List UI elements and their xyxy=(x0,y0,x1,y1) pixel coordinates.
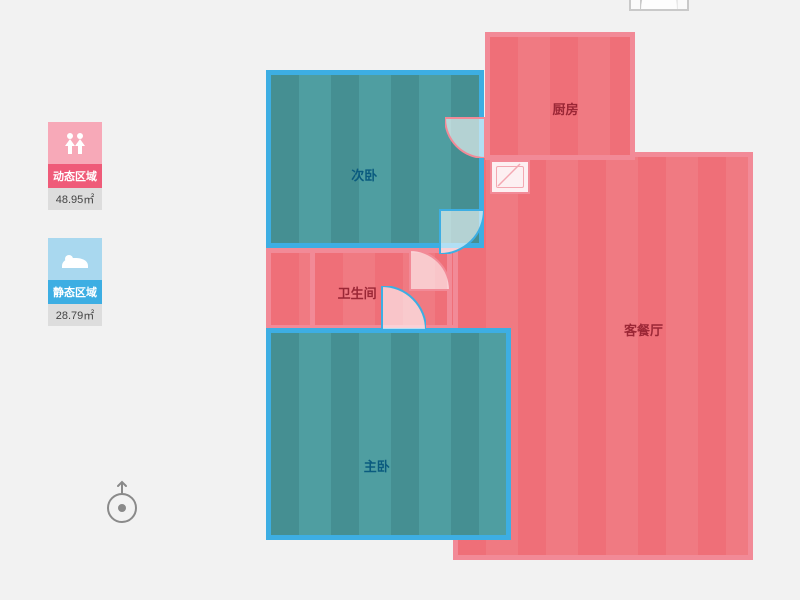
sleep-icon xyxy=(48,238,102,280)
room-label-kitchen: 厨房 xyxy=(553,99,579,118)
room-label-master_bed: 主卧 xyxy=(364,456,390,475)
legend-static-label: 静态区域 xyxy=(48,280,102,304)
floor-plan: 客餐厅厨房卫生间次卧主卧 xyxy=(258,10,760,570)
people-icon xyxy=(48,122,102,164)
door-4 xyxy=(338,286,426,374)
door-5 xyxy=(445,78,525,158)
door-1 xyxy=(640,0,736,58)
legend-dynamic-value: 48.95㎡ xyxy=(48,188,102,210)
legend-dynamic-label: 动态区域 xyxy=(48,164,102,188)
room-label-second_bed: 次卧 xyxy=(351,165,377,184)
compass-icon xyxy=(102,480,142,531)
legend-static: 静态区域 28.79㎡ xyxy=(48,238,102,326)
room-label-living: 客餐厅 xyxy=(624,320,663,339)
legend: 动态区域 48.95㎡ 静态区域 28.79㎡ xyxy=(48,122,102,354)
legend-dynamic: 动态区域 48.95㎡ xyxy=(48,122,102,210)
door-2 xyxy=(396,166,484,254)
legend-static-value: 28.79㎡ xyxy=(48,304,102,326)
sink-icon xyxy=(490,160,530,194)
